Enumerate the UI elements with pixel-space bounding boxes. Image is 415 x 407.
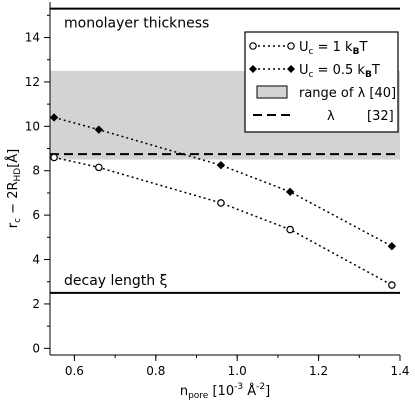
y-tick-label-2: 4 <box>32 253 40 267</box>
tick-layer: 0.6 0.8 1.0 1.2 1.4 0 2 4 6 8 10 12 14 <box>25 14 410 378</box>
legend: Uc = 1 kBT Uc = 0.5 kBT range of λ [40] λ [3… <box>244 31 399 133</box>
legend-label-3: λ <box>327 109 335 124</box>
y-tick-label-0: 0 <box>32 341 40 355</box>
series-layer <box>49 113 397 289</box>
legend-marker-0-0 <box>249 42 257 50</box>
legend-marker-0-1 <box>287 42 295 50</box>
legend-ref-3: [32] <box>367 109 394 124</box>
y-tick-label-5: 10 <box>25 119 40 133</box>
series-1-point-4 <box>387 242 397 251</box>
series-1-point-2 <box>216 160 226 170</box>
series-1-point-0 <box>49 113 59 122</box>
legend-label-1: Uc = 0.5 kBT <box>299 63 380 80</box>
series-0-point-0 <box>50 153 58 162</box>
reference-lines-layer <box>50 7 400 294</box>
plot-frame-layer <box>49 2 400 356</box>
legend-label-2: range of λ [40] <box>299 86 396 101</box>
x-tick-label-4: 1.4 <box>390 364 409 378</box>
x-tick-label-3: 1.2 <box>309 364 328 378</box>
x-tick-label-2: 1.0 <box>228 364 247 378</box>
x-axis-title: npore [10-3 Å-2] <box>180 382 270 401</box>
y-tick-label-6: 12 <box>25 75 40 89</box>
x-tick-label-0: 0.6 <box>65 364 84 378</box>
series-0-point-2 <box>217 199 225 207</box>
annotation-decay-length: decay length ξ <box>64 273 167 289</box>
series-1-point-3 <box>285 187 295 197</box>
series-0-point-1 <box>95 163 103 172</box>
legend-swatch-2 <box>256 85 288 99</box>
legend-marker-1-0 <box>249 65 257 73</box>
series-line-1 <box>53 116 393 247</box>
y-tick-label-1: 2 <box>32 297 40 311</box>
y-tick-label-4: 8 <box>32 164 40 178</box>
legend-marker-1-1 <box>287 65 295 73</box>
legend-label-0: Uc = 1 kBT <box>299 40 367 57</box>
annotation-monolayer-thickness: monolayer thickness <box>64 16 209 32</box>
series-0-point-4 <box>388 281 396 289</box>
y-tick-label-7: 14 <box>25 31 40 45</box>
y-axis-title: rc − 2RHD[Å] <box>5 149 23 229</box>
series-1-point-1 <box>94 125 104 134</box>
y-tick-label-3: 6 <box>32 208 40 222</box>
annotation-layer: monolayer thickness decay length ξ <box>64 16 209 289</box>
series-line-0 <box>53 156 393 286</box>
series-0-point-3 <box>286 225 294 234</box>
axis-title-layer: npore [10-3 Å-2] rc − 2RHD[Å] <box>5 149 270 401</box>
x-tick-label-1: 0.8 <box>146 364 165 378</box>
